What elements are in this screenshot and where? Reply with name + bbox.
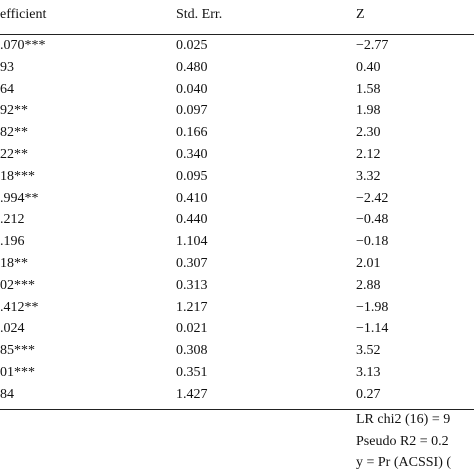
table-cell: .412**: [0, 299, 39, 315]
table-cell: 1.98: [356, 103, 381, 119]
table-cell: 1.217: [176, 299, 208, 315]
table-cell: 0.410: [176, 190, 208, 206]
table-cell: 1.427: [176, 386, 208, 402]
table-cell: 18***: [0, 168, 35, 184]
table-cell: .196: [0, 234, 25, 250]
table-cell: 0.040: [176, 81, 208, 97]
table-cell: 01***: [0, 365, 35, 380]
table-cell: 3.32: [356, 168, 381, 184]
table-cell: 2.88: [356, 277, 381, 293]
table-cell: 0.021: [176, 321, 208, 337]
footer-note: y = Pr (ACSSI) (: [356, 455, 452, 470]
table-cell: 0.095: [176, 168, 208, 184]
table-cell: 92**: [0, 103, 28, 119]
footer-note: Pseudo R2 = 0.2: [356, 433, 449, 449]
table-cell: 2.30: [356, 125, 381, 141]
table-cell: .070***: [0, 38, 46, 53]
table-cell: 93: [0, 59, 14, 75]
table-cell: 85***: [0, 343, 35, 359]
table-cell: 2.12: [356, 147, 381, 162]
table-cell: 0.097: [176, 103, 208, 119]
table-cell: 0.308: [176, 343, 208, 359]
table-cell: 1.58: [356, 81, 381, 97]
table-cell: −0.18: [356, 234, 389, 250]
table-cell: 3.52: [356, 343, 381, 359]
bottom-rule: [0, 409, 474, 410]
table-cell: 64: [0, 81, 14, 97]
table-cell: .212: [0, 212, 25, 228]
table-cell: 02***: [0, 277, 35, 293]
table-cell: 1.104: [176, 234, 208, 250]
table-cell: 82**: [0, 125, 28, 141]
table-cell: 22**: [0, 147, 28, 162]
table-cell: 0.340: [176, 147, 208, 162]
header-cell: Std. Err.: [176, 7, 223, 22]
table-cell: 0.025: [176, 38, 208, 53]
table-cell: −0.48: [356, 212, 389, 228]
table-cell: 0.40: [356, 59, 381, 75]
table-cell: −2.42: [356, 190, 389, 206]
table-cell: −1.98: [356, 299, 389, 315]
table-cell: 84: [0, 386, 14, 402]
header-rule: [0, 34, 474, 35]
table-cell: −2.77: [356, 38, 389, 53]
table-cell: 2.01: [356, 256, 381, 271]
footer-note: LR chi2 (16) = 9: [356, 412, 451, 427]
table-cell: 0.27: [356, 386, 381, 402]
table-cell: .024: [0, 321, 25, 337]
table-cell: 0.440: [176, 212, 208, 228]
table-cell: 0.480: [176, 59, 208, 75]
table-cell: 3.13: [356, 365, 381, 380]
table-cell: 0.166: [176, 125, 208, 141]
table-cell: 18**: [0, 256, 28, 271]
table-cell: 0.351: [176, 365, 208, 380]
header-cell: efficient: [0, 7, 47, 22]
header-cell: Z: [356, 7, 365, 22]
table-cell: 0.307: [176, 256, 208, 271]
table-cell: .994**: [0, 190, 39, 206]
table-cell: 0.313: [176, 277, 208, 293]
table-cell: −1.14: [356, 321, 389, 337]
